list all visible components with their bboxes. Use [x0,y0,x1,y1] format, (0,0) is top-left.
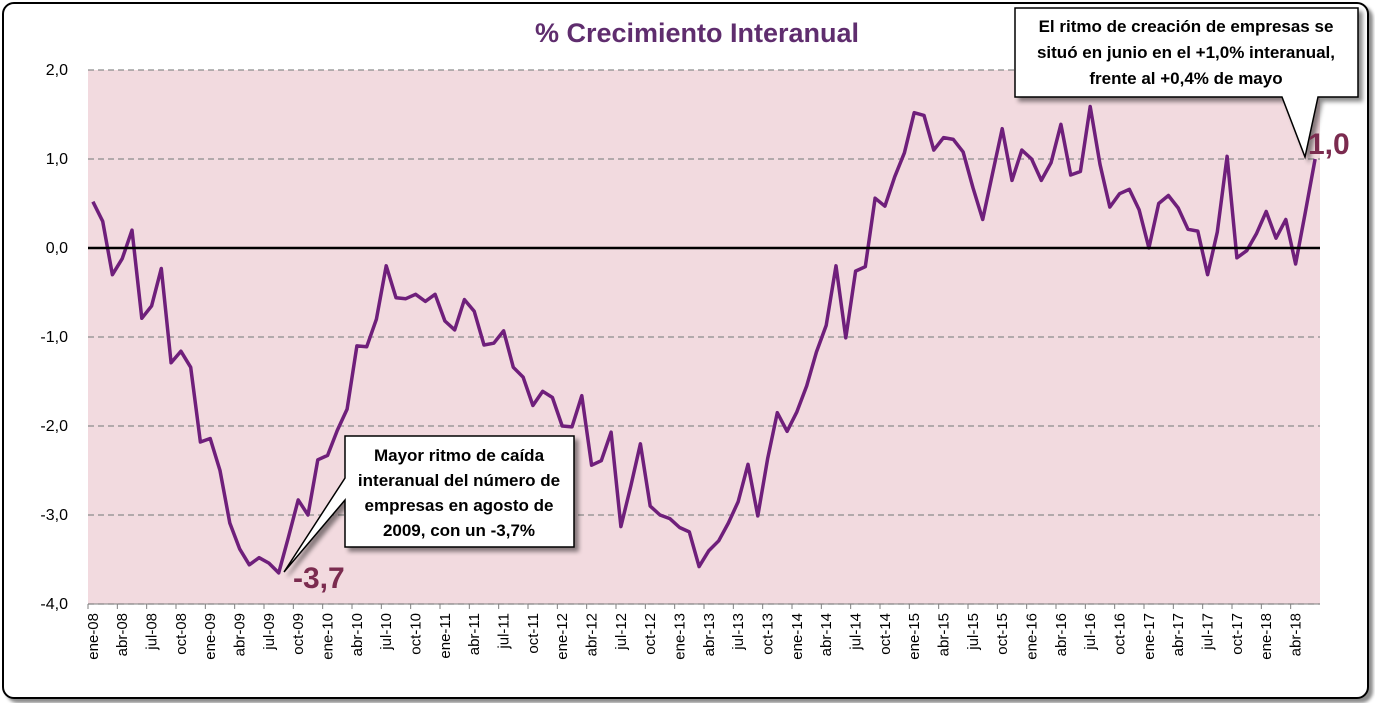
x-tick-label: ene-08 [85,613,102,660]
x-axis-ticks: ene-08 abr-08 jul-08 oct-08 ene-09 abr-09 jul-… [85,603,1320,660]
x-tick-label: abr-18 [1288,613,1305,656]
y-tick-label: -1,0 [40,329,68,346]
x-tick-label: ene-11 [437,613,454,659]
y-tick-label: 2,0 [46,62,68,79]
callout-latest-line-1: El ritmo de creación de empresas se [1039,17,1334,36]
x-tick-label: jul-16 [1082,613,1099,651]
y-tick-label: -4,0 [40,596,68,613]
x-tick-label: oct-09 [290,613,307,655]
x-tick-label: abr-15 [936,613,953,656]
x-tick-label: oct-16 [1112,613,1129,655]
x-tick-label: ene-16 [1024,613,1041,660]
x-tick-label: oct-13 [760,613,777,655]
chart-title: % Crecimiento Interanual [535,18,859,48]
x-tick-label: oct-11 [525,613,542,654]
x-tick-label: abr-12 [584,613,601,656]
x-tick-label: ene-14 [789,613,806,660]
y-tick-label: -3,0 [40,507,68,524]
callout-low-line-1: Mayor ritmo de caída [374,446,545,465]
x-tick-label: ene-09 [202,613,219,660]
callout-latest: El ritmo de creación de empresas se situ… [1014,7,1359,160]
x-tick-label: oct-12 [642,613,659,655]
x-tick-label: ene-13 [672,613,689,660]
callout-low-line-3: empresas en agosto de [365,496,554,515]
x-tick-label: jul-09 [261,613,278,651]
callout-latest-box [1014,7,1359,160]
x-tick-label: abr-14 [818,613,835,656]
x-tick-label: ene-10 [320,613,337,660]
x-tick-label: jul-08 [144,613,161,651]
y-tick-label: 1,0 [46,151,68,168]
callout-latest-line-2: situó en junio en el +1,0% interanual, [1037,43,1335,62]
x-tick-label: oct-14 [877,613,894,655]
callout-low-line-2: interanual del número de [358,471,560,490]
x-tick-label: jul-15 [965,613,982,651]
y-axis-ticks: 2,0 1,0 0,0 -1,0 -2,0 -3,0 -4,0 [40,62,68,613]
x-tick-label: abr-11 [466,613,483,655]
x-tick-label: oct-15 [994,613,1011,655]
x-tick-label: abr-13 [701,613,718,656]
x-tick-label: ene-15 [906,613,923,660]
x-tick-label: jul-14 [848,613,865,651]
x-tick-label: abr-17 [1170,613,1187,656]
x-tick-label: abr-09 [232,613,249,656]
x-tick-label: ene-18 [1258,613,1275,660]
x-tick-label: jul-12 [613,613,630,651]
y-tick-label: -2,0 [40,418,68,435]
x-tick-label: abr-16 [1053,613,1070,656]
y-tick-label: 0,0 [46,240,68,257]
callout-low-line-4: 2009, con un -3,7% [383,521,535,540]
x-tick-label: oct-10 [408,613,425,655]
value-label-latest: 1,0 [1308,128,1350,161]
x-tick-label: jul-17 [1200,613,1217,651]
x-tick-label: oct-17 [1229,613,1246,655]
x-tick-label: ene-12 [554,613,571,660]
x-tick-label: jul-10 [378,613,395,651]
x-tick-label: oct-08 [173,613,190,655]
x-tick-label: jul-13 [730,613,747,651]
callout-low-box [283,435,575,573]
callout-low: Mayor ritmo de caída interanual del núme… [283,435,575,573]
x-tick-label: abr-10 [349,613,366,656]
x-tick-label: jul-11 [496,613,513,650]
x-tick-label: abr-08 [114,613,131,656]
series-line [91,104,1317,575]
value-label-low: -3,7 [293,562,345,595]
callout-latest-line-3: frente al +0,4% de mayo [1089,69,1282,88]
x-tick-label: ene-17 [1141,613,1158,660]
